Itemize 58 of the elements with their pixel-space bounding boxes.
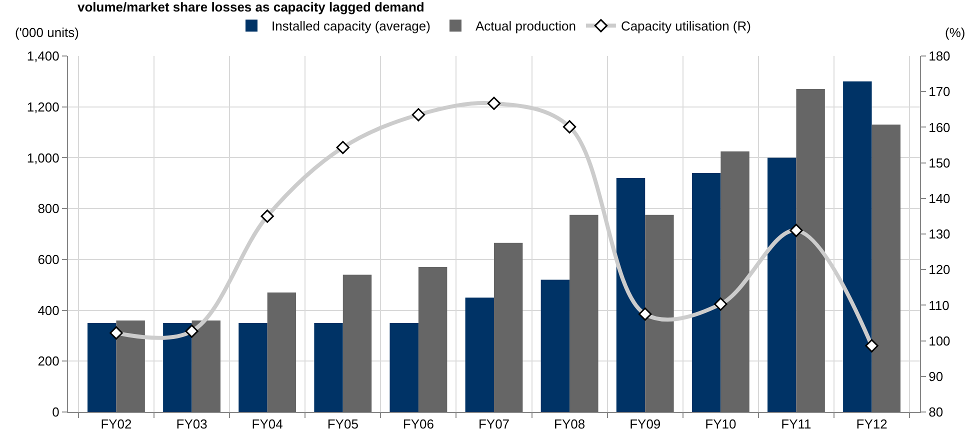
bar bbox=[238, 323, 268, 412]
bar bbox=[796, 89, 825, 412]
y-tick-label: 1,000 bbox=[26, 150, 60, 166]
x-tick-label: FY02 bbox=[100, 416, 132, 432]
x-tick-label: FY07 bbox=[478, 416, 510, 432]
x-tick-label: FY12 bbox=[856, 416, 888, 432]
y-tick-label: 600 bbox=[38, 252, 60, 267]
bar bbox=[116, 320, 145, 412]
bar bbox=[267, 292, 296, 412]
y-tick-label: 1,200 bbox=[26, 99, 60, 114]
y-tick-label: 400 bbox=[38, 302, 60, 318]
y-tick-label: 1,400 bbox=[26, 48, 60, 64]
x-tick-label: FY10 bbox=[705, 416, 736, 432]
y2-tick-label: 150 bbox=[928, 155, 950, 170]
bar bbox=[342, 274, 372, 412]
x-tick-label: FY05 bbox=[327, 416, 358, 432]
bar bbox=[872, 124, 900, 412]
bar bbox=[720, 151, 750, 412]
bar bbox=[645, 214, 674, 412]
bar bbox=[540, 280, 570, 412]
x-tick-label: FY06 bbox=[402, 416, 434, 432]
y-tick-label: 200 bbox=[38, 354, 60, 369]
bar bbox=[843, 81, 872, 412]
legend-label: Actual production bbox=[475, 18, 576, 34]
y2-tick-label: 130 bbox=[928, 226, 950, 242]
bar bbox=[616, 178, 646, 412]
bar bbox=[768, 158, 796, 412]
bar bbox=[314, 323, 343, 412]
y2-tick-label: 80 bbox=[928, 404, 944, 420]
legend-label: Capacity utilisation (R) bbox=[620, 18, 751, 34]
bar bbox=[163, 323, 192, 412]
x-tick-label: FY03 bbox=[176, 416, 208, 432]
y-axis-title: ('000 units) bbox=[15, 25, 79, 40]
y2-tick-label: 100 bbox=[928, 333, 950, 348]
x-tick-label: FY08 bbox=[554, 416, 586, 432]
bar bbox=[494, 242, 523, 412]
legend-label: Installed capacity (average) bbox=[272, 18, 430, 34]
y2-axis-title: (%) bbox=[945, 25, 966, 40]
bar bbox=[570, 214, 598, 412]
bar bbox=[692, 172, 721, 412]
bar bbox=[88, 323, 116, 412]
bar bbox=[418, 267, 448, 412]
bar bbox=[465, 298, 494, 412]
y2-tick-label: 160 bbox=[928, 120, 950, 135]
x-tick-label: FY11 bbox=[781, 416, 812, 432]
x-tick-label: FY09 bbox=[630, 416, 661, 432]
chart-title: volume/market share losses as capacity lagged demand bbox=[78, 0, 424, 14]
bar bbox=[192, 320, 220, 412]
y2-tick-label: 110 bbox=[928, 298, 950, 313]
y2-tick-label: 120 bbox=[928, 262, 950, 278]
y2-tick-label: 90 bbox=[928, 368, 944, 384]
y2-tick-label: 140 bbox=[928, 190, 950, 206]
bar bbox=[390, 323, 418, 412]
y-tick-label: 0 bbox=[52, 404, 60, 420]
y2-tick-label: 180 bbox=[928, 48, 950, 64]
y-tick-label: 800 bbox=[38, 201, 60, 216]
y2-tick-label: 170 bbox=[928, 84, 950, 100]
x-tick-label: FY04 bbox=[252, 416, 283, 432]
